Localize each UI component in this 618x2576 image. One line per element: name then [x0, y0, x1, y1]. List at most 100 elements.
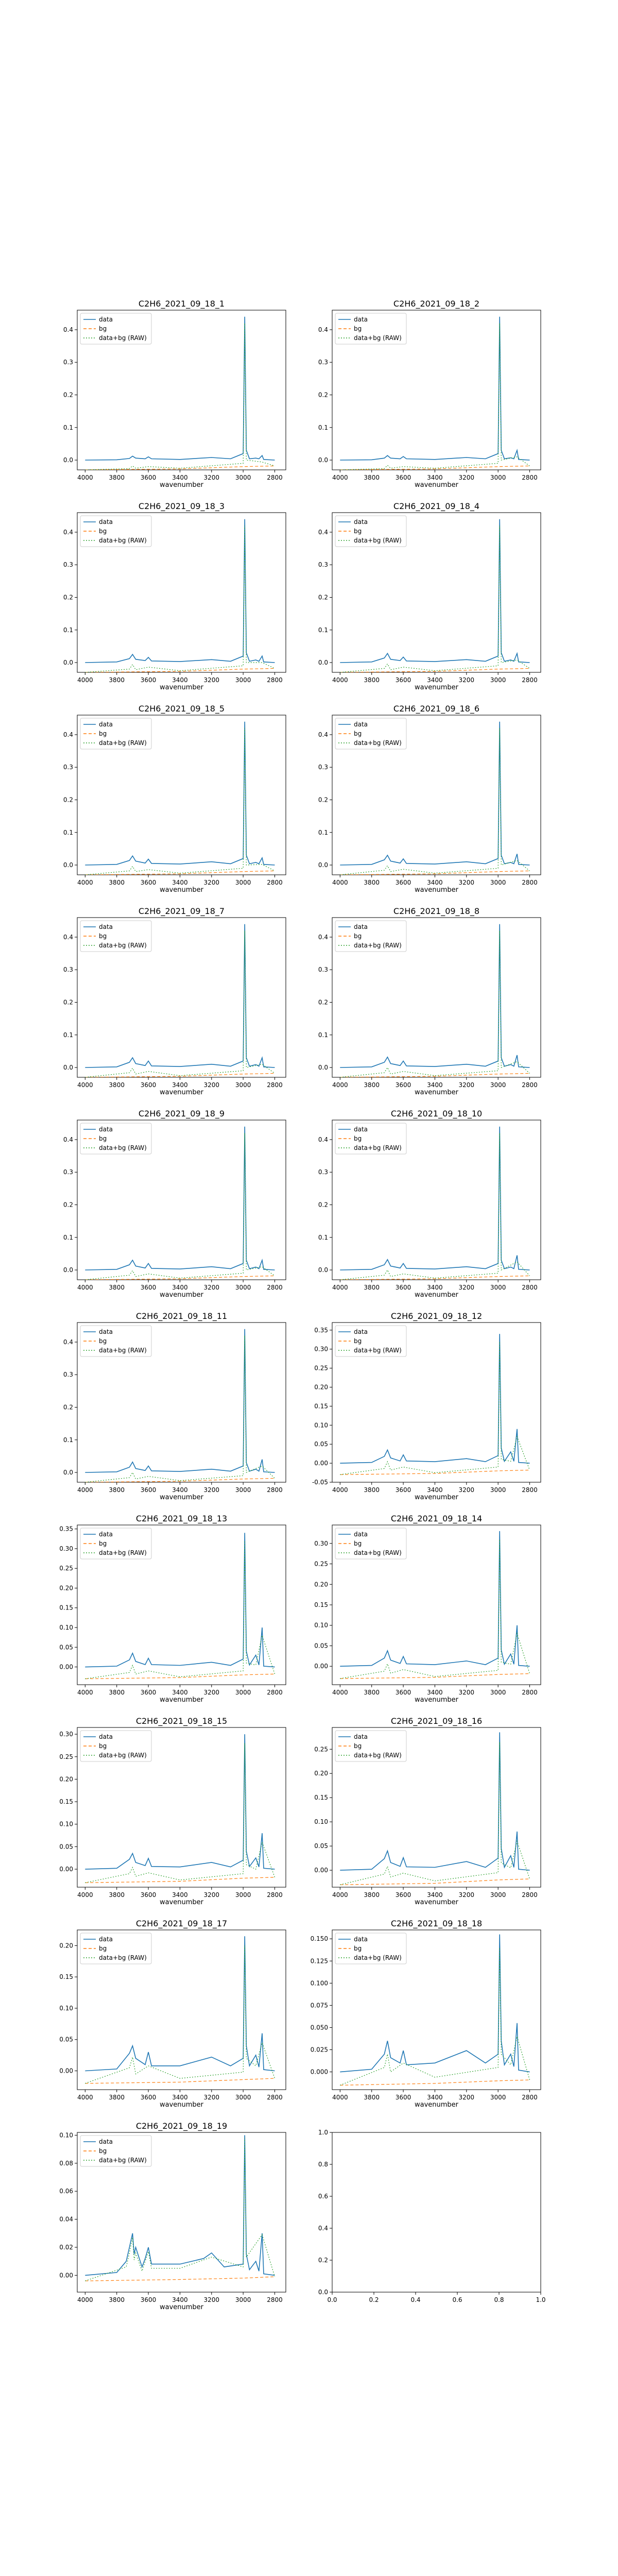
y-tick-label: 0.125 — [311, 1957, 328, 1964]
x-tick-label: 3200 — [204, 2094, 220, 2101]
legend-label: bg — [99, 1540, 107, 1547]
subplot-title: C2H6_2021_09_18_3 — [139, 501, 225, 512]
x-tick-label: 3200 — [459, 1081, 475, 1089]
legend-box — [80, 313, 152, 345]
x-tick-label: 3800 — [109, 879, 125, 886]
x-axis-label: wavenumber — [415, 1089, 459, 1096]
y-tick-label: 0.4 — [63, 529, 73, 536]
series-line-data — [340, 924, 530, 1068]
subplot: C2H6_2021_09_18_18 4000 3800 3600 3400 3200 30… — [311, 1919, 541, 2109]
y-tick-label: 0.0 — [318, 2289, 328, 2296]
legend-label: data — [99, 316, 113, 323]
legend-label: bg — [354, 933, 362, 940]
x-axis-label: wavenumber — [160, 2101, 204, 2109]
series-line-data — [85, 1329, 275, 1473]
legend-label: data — [354, 316, 368, 323]
x-tick-label: 3000 — [235, 474, 251, 481]
series-line-data-bg-raw- — [340, 1742, 530, 1885]
legend-box — [80, 718, 152, 750]
y-tick-label: 0.30 — [59, 1545, 73, 1552]
legend-box — [80, 1933, 152, 1964]
series-line-data — [340, 1334, 530, 1464]
series-line-data-bg-raw- — [340, 728, 530, 875]
x-tick-label: 4000 — [332, 474, 348, 481]
x-tick-label: 3000 — [235, 1081, 251, 1089]
y-tick-label: 0.050 — [311, 2024, 328, 2031]
x-tick-label: 3400 — [172, 1284, 188, 1291]
legend: data bg data+bg (RAW) — [80, 1528, 152, 1560]
y-tick-label: 0.10 — [59, 1624, 73, 1631]
y-tick-label: 0.3 — [63, 966, 73, 973]
x-tick-label: 3200 — [459, 879, 475, 886]
x-tick-label: 3200 — [204, 1284, 220, 1291]
y-tick-label: 0.2 — [63, 1201, 73, 1208]
x-tick-label: 2800 — [267, 1284, 283, 1291]
series-line-data — [85, 316, 275, 461]
subplot: C2H6_2021_09_18_2 4000 3800 3600 3400 3200 300… — [318, 299, 541, 489]
x-tick-label: 3600 — [141, 1284, 157, 1291]
y-tick-label: 0.4 — [318, 529, 328, 536]
y-tick-label: 0.10 — [314, 1421, 328, 1429]
legend-box — [335, 1325, 407, 1357]
series-line-data — [340, 519, 530, 663]
subplot: C2H6_2021_09_18_6 4000 3800 3600 3400 3200 300… — [318, 704, 541, 894]
legend-label: bg — [99, 933, 107, 940]
x-tick-label: 3000 — [235, 879, 251, 886]
legend-label: data — [354, 1328, 368, 1335]
x-tick-label: 4000 — [332, 879, 348, 886]
series-line-bg — [340, 870, 530, 875]
series-line-data-bg-raw- — [340, 1539, 530, 1679]
legend-label: data+bg (RAW) — [354, 739, 402, 747]
y-tick-label: 0.4 — [63, 934, 73, 941]
legend: data bg data+bg (RAW) — [335, 515, 407, 547]
series-line-data — [340, 721, 530, 866]
x-axis-label: wavenumber — [415, 886, 459, 894]
legend-box — [335, 1730, 407, 1762]
y-tick-label: 0.0 — [63, 456, 73, 464]
legend-label: data+bg (RAW) — [354, 1144, 402, 1151]
x-tick-label: 3000 — [235, 1891, 251, 1899]
y-tick-label: 0.8 — [318, 2161, 328, 2168]
y-tick-label: 0.100 — [311, 1979, 328, 1987]
y-tick-label: 0.1 — [63, 626, 73, 634]
x-tick-label: 2800 — [267, 1486, 283, 1494]
legend-label: bg — [99, 1945, 107, 1952]
x-tick-label: 3000 — [490, 676, 506, 684]
y-tick-label: 0.05 — [314, 1642, 328, 1649]
series-line-data — [85, 2135, 275, 2276]
x-tick-label: 4000 — [332, 1284, 348, 1291]
subplot-title: C2H6_2021_09_18_18 — [391, 1919, 482, 1929]
y-tick-label: 0.3 — [63, 1371, 73, 1378]
x-axis-label: wavenumber — [160, 1494, 204, 1501]
legend: data bg data+bg (RAW) — [80, 1933, 152, 1964]
x-tick-label: 3800 — [364, 1284, 380, 1291]
y-tick-label: 0.3 — [318, 966, 328, 973]
legend-label: data — [354, 518, 368, 526]
legend-label: bg — [99, 1337, 107, 1345]
subplot-title: C2H6_2021_09_18_1 — [139, 299, 225, 309]
subplot-title: C2H6_2021_09_18_17 — [136, 1919, 227, 1929]
x-tick-label: 0.2 — [369, 2296, 379, 2303]
x-tick-label: 3000 — [235, 676, 251, 684]
legend-label: data+bg (RAW) — [99, 739, 147, 747]
x-tick-label: 4000 — [77, 1081, 93, 1089]
y-tick-label: 0.20 — [59, 1775, 73, 1783]
legend-label: data — [99, 721, 113, 728]
series-line-data-bg-raw- — [340, 930, 530, 1077]
y-tick-label: 0.05 — [59, 1643, 73, 1651]
x-tick-label: 4000 — [77, 1689, 93, 1696]
series-line-data-bg-raw- — [85, 728, 275, 875]
series-line-data — [85, 924, 275, 1068]
series-line-data-bg-raw- — [85, 1945, 276, 2084]
y-tick-label: 0.06 — [59, 2188, 73, 2195]
legend: data bg data+bg (RAW) — [335, 920, 407, 952]
x-axis-label: wavenumber — [160, 481, 204, 489]
x-axis-label: wavenumber — [160, 1696, 204, 1704]
y-tick-label: 0.000 — [311, 2069, 328, 2076]
y-tick-label: 0.1 — [318, 424, 328, 431]
y-tick-label: 0.04 — [59, 2216, 73, 2223]
series-line-data — [85, 721, 275, 866]
subplot-title: C2H6_2021_09_18_13 — [136, 1514, 227, 1524]
legend-label: data+bg (RAW) — [99, 334, 147, 342]
legend-label: data+bg (RAW) — [99, 1954, 147, 1961]
